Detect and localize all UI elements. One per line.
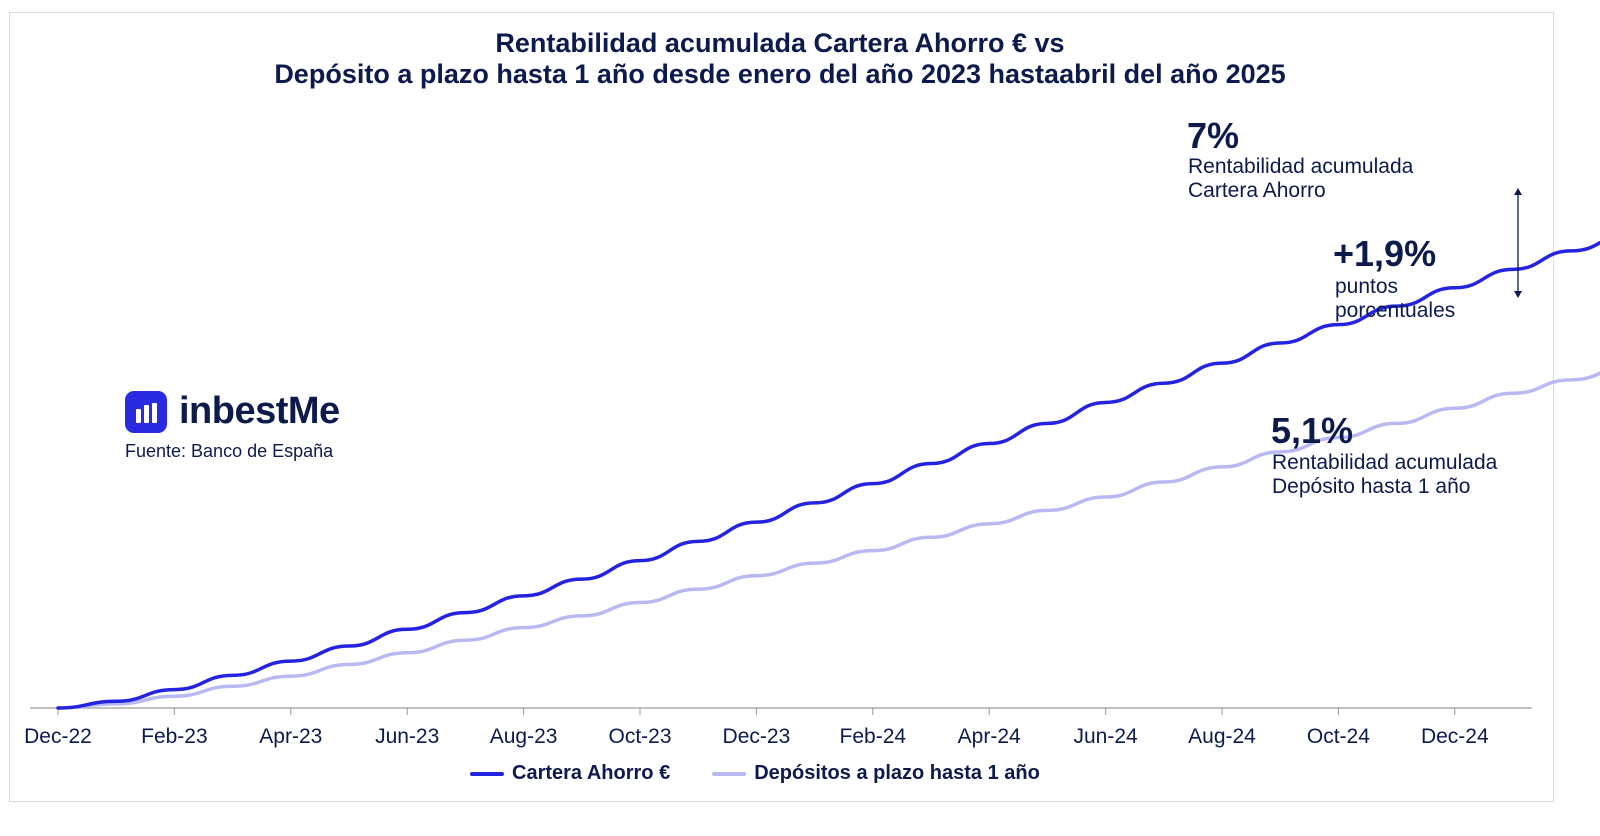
x-tick-label: Jun-23 bbox=[375, 725, 439, 748]
legend-item-cartera: Cartera Ahorro € bbox=[470, 762, 670, 785]
deposito-return-label-1: Rentabilidad acumulada bbox=[1272, 451, 1498, 474]
x-tick-label: Apr-23 bbox=[259, 725, 322, 748]
chart-title-line-1: Rentabilidad acumulada Cartera Ahorro € … bbox=[495, 28, 1065, 58]
cartera-return-value: 7% bbox=[1187, 115, 1240, 156]
series-line-deposito bbox=[56, 371, 1600, 710]
difference-label-1: puntos bbox=[1335, 275, 1399, 298]
x-tick-label: Dec-22 bbox=[24, 725, 92, 748]
x-tick-label: Oct-24 bbox=[1307, 725, 1370, 748]
chart-title-line-2: Depósito a plazo hasta 1 año desde enero… bbox=[274, 59, 1286, 89]
x-tick-label: Oct-23 bbox=[608, 725, 671, 748]
legend-item-deposito: Depósitos a plazo hasta 1 año bbox=[712, 762, 1040, 785]
chart-title: Rentabilidad acumulada Cartera Ahorro € … bbox=[0, 28, 1560, 90]
x-tick-label: Aug-23 bbox=[490, 725, 558, 748]
cartera-return-label-2: Cartera Ahorro bbox=[1188, 179, 1326, 202]
series-line-cartera bbox=[56, 240, 1600, 710]
arrow-down-icon bbox=[1514, 291, 1522, 298]
legend-swatch-cartera bbox=[470, 771, 504, 776]
cartera-return-label-1: Rentabilidad acumulada bbox=[1188, 155, 1414, 178]
source-note: Fuente: Banco de España bbox=[125, 441, 334, 461]
arrow-up-icon bbox=[1514, 188, 1522, 195]
chart-legend: Cartera Ahorro € Depósitos a plazo hasta… bbox=[470, 762, 1082, 785]
x-tick-label: Dec-23 bbox=[723, 725, 791, 748]
x-tick-label: Feb-23 bbox=[141, 725, 208, 748]
chart-frame bbox=[9, 12, 1554, 802]
difference-value: +1,9% bbox=[1333, 233, 1437, 274]
legend-swatch-deposito bbox=[712, 771, 747, 776]
brand-name: inbestMe bbox=[179, 390, 340, 432]
x-tick-label: Jun-24 bbox=[1073, 725, 1138, 748]
brand-logo: inbestMe bbox=[125, 390, 340, 433]
deposito-return-value: 5,1% bbox=[1271, 410, 1354, 451]
x-tick-label: Dec-24 bbox=[1421, 725, 1489, 748]
logo-icon bbox=[125, 390, 167, 433]
legend-label-cartera: Cartera Ahorro € bbox=[512, 762, 671, 784]
legend-label-deposito: Depósitos a plazo hasta 1 año bbox=[754, 762, 1040, 784]
x-tick-label: Apr-24 bbox=[958, 725, 1021, 748]
x-tick-label: Aug-24 bbox=[1188, 725, 1256, 748]
x-tick-label: Feb-24 bbox=[840, 725, 907, 748]
deposito-return-label-2: Depósito hasta 1 año bbox=[1272, 475, 1471, 498]
difference-label-2: porcentuales bbox=[1335, 299, 1456, 322]
